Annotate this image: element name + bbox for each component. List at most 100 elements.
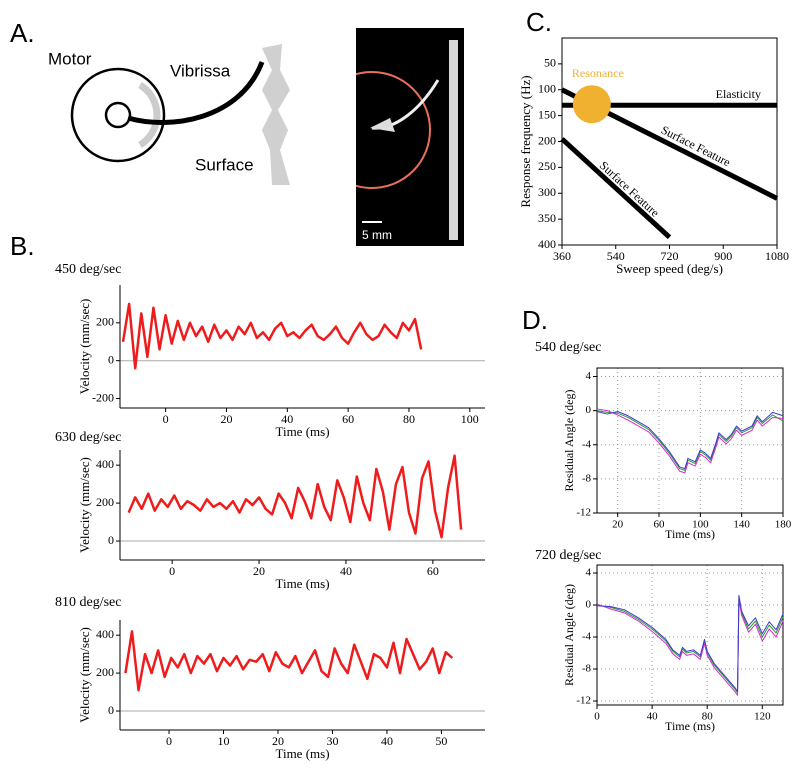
- series-line: [596, 408, 784, 474]
- x-tick-label: 60: [654, 519, 666, 531]
- vibrissa-label: Vibrissa: [170, 61, 231, 80]
- resonance-label: Resonance: [572, 66, 624, 80]
- plot-frame: [596, 367, 784, 514]
- y-tick-label: -8: [582, 472, 592, 484]
- series-line: [121, 302, 423, 370]
- x-tick-label: 40: [381, 734, 393, 748]
- x-tick-label: 900: [714, 249, 732, 263]
- y-tick-label: 250: [538, 159, 556, 173]
- series-label: Elasticity: [716, 87, 761, 101]
- chart-title: 540 deg/sec: [535, 340, 601, 355]
- x-tick-label: 20: [612, 519, 624, 531]
- x-tick-label: 60: [342, 412, 354, 426]
- y-tick-label: 0: [108, 352, 114, 366]
- motor-outer: [70, 67, 166, 163]
- y-tick-label: 4: [586, 370, 592, 382]
- x-tick-label: 60: [427, 564, 439, 578]
- x-tick-label: 0: [166, 734, 172, 748]
- follicle: [370, 118, 395, 132]
- y-tick-label: 400: [96, 627, 114, 641]
- photo: 5 mm: [356, 28, 464, 246]
- y-tick-label: -4: [582, 438, 592, 450]
- y-tick-label: 200: [96, 315, 114, 329]
- series-line: [560, 137, 672, 240]
- x-axis-label: Time (ms): [275, 576, 329, 591]
- y-tick-label: 0: [586, 404, 592, 416]
- x-tick-label: 540: [607, 249, 625, 263]
- y-axis-label: Residual Angle (deg): [562, 584, 576, 686]
- series-line: [127, 454, 463, 539]
- y-tick-label: 300: [538, 185, 556, 199]
- panel-label: C.: [526, 7, 552, 37]
- y-axis-label: Response frequency (Hz): [518, 75, 533, 207]
- y-axis-label: Velocity (mm/sec): [77, 627, 92, 723]
- y-tick-label: 200: [538, 133, 556, 147]
- chart-title: 720 deg/sec: [535, 548, 601, 563]
- x-axis-label: Time (ms): [275, 746, 329, 761]
- surface-label: Surface: [195, 155, 254, 174]
- plot-frame: [596, 564, 784, 706]
- x-tick-label: 120: [754, 711, 771, 723]
- y-tick-label: 50: [544, 56, 556, 70]
- series-line: [596, 411, 784, 470]
- y-tick-label: -12: [576, 507, 591, 519]
- y-tick-label: 0: [108, 533, 114, 547]
- x-tick-label: 140: [733, 519, 750, 531]
- x-tick-label: 80: [702, 711, 714, 723]
- photo-bg: [356, 28, 464, 246]
- y-tick-label: 0: [108, 703, 114, 717]
- y-axis-label: Residual Angle (deg): [562, 390, 576, 492]
- y-axis-label: Velocity (mm/sec): [77, 457, 92, 553]
- y-tick-label: -12: [576, 695, 591, 707]
- y-tick-label: -4: [582, 631, 592, 643]
- y-tick-label: 350: [538, 211, 556, 225]
- y-tick-label: 400: [96, 457, 114, 471]
- y-tick-label: 200: [96, 665, 114, 679]
- motion-arc: [138, 82, 161, 148]
- surface-edge: [449, 40, 458, 240]
- y-tick-label: 100: [538, 82, 556, 96]
- scale-label: 5 mm: [362, 228, 392, 242]
- x-tick-label: 0: [169, 564, 175, 578]
- y-tick-label: 4: [586, 567, 592, 579]
- y-tick-label: 0: [586, 599, 592, 611]
- y-axis-label: Velocity (mm/sec): [77, 299, 92, 395]
- y-tick-label: 150: [538, 107, 556, 121]
- series-label: Surface Feature: [597, 158, 662, 219]
- x-tick-label: 80: [403, 412, 415, 426]
- y-tick-label: 400: [538, 237, 556, 251]
- motor-label: Motor: [48, 49, 92, 68]
- panel-label: D.: [522, 305, 548, 335]
- chart-title: 630 deg/sec: [55, 430, 121, 445]
- series-line: [596, 596, 784, 694]
- x-tick-label: 40: [281, 412, 293, 426]
- x-axis-label: Time (ms): [275, 424, 329, 439]
- series-line: [596, 410, 784, 471]
- motor-circle: [356, 71, 431, 189]
- chart-title: 450 deg/sec: [55, 262, 121, 277]
- y-tick-label: -200: [92, 390, 114, 404]
- series-line: [124, 630, 454, 692]
- schematic: Motor Vibrissa Surface: [48, 44, 290, 185]
- x-tick-label: 360: [553, 249, 571, 263]
- x-tick-label: 20: [253, 564, 265, 578]
- series-line: [596, 594, 784, 692]
- x-tick-label: 20: [272, 734, 284, 748]
- x-tick-label: 40: [340, 564, 352, 578]
- x-tick-label: 720: [661, 249, 679, 263]
- x-tick-label: 40: [647, 711, 659, 723]
- x-tick-label: 0: [163, 412, 169, 426]
- x-tick-label: 30: [326, 734, 338, 748]
- x-tick-label: 100: [461, 412, 479, 426]
- y-tick-label: -8: [582, 663, 592, 675]
- x-tick-label: 0: [594, 711, 600, 723]
- x-tick-label: 100: [692, 519, 709, 531]
- panel-label: B.: [10, 231, 35, 261]
- motor-inner: [104, 101, 132, 129]
- x-axis-label: Sweep speed (deg/s): [616, 261, 723, 276]
- y-tick-label: 200: [96, 495, 114, 509]
- x-axis-label: Time (ms): [665, 719, 715, 733]
- surface: [262, 44, 290, 185]
- x-tick-label: 20: [220, 412, 232, 426]
